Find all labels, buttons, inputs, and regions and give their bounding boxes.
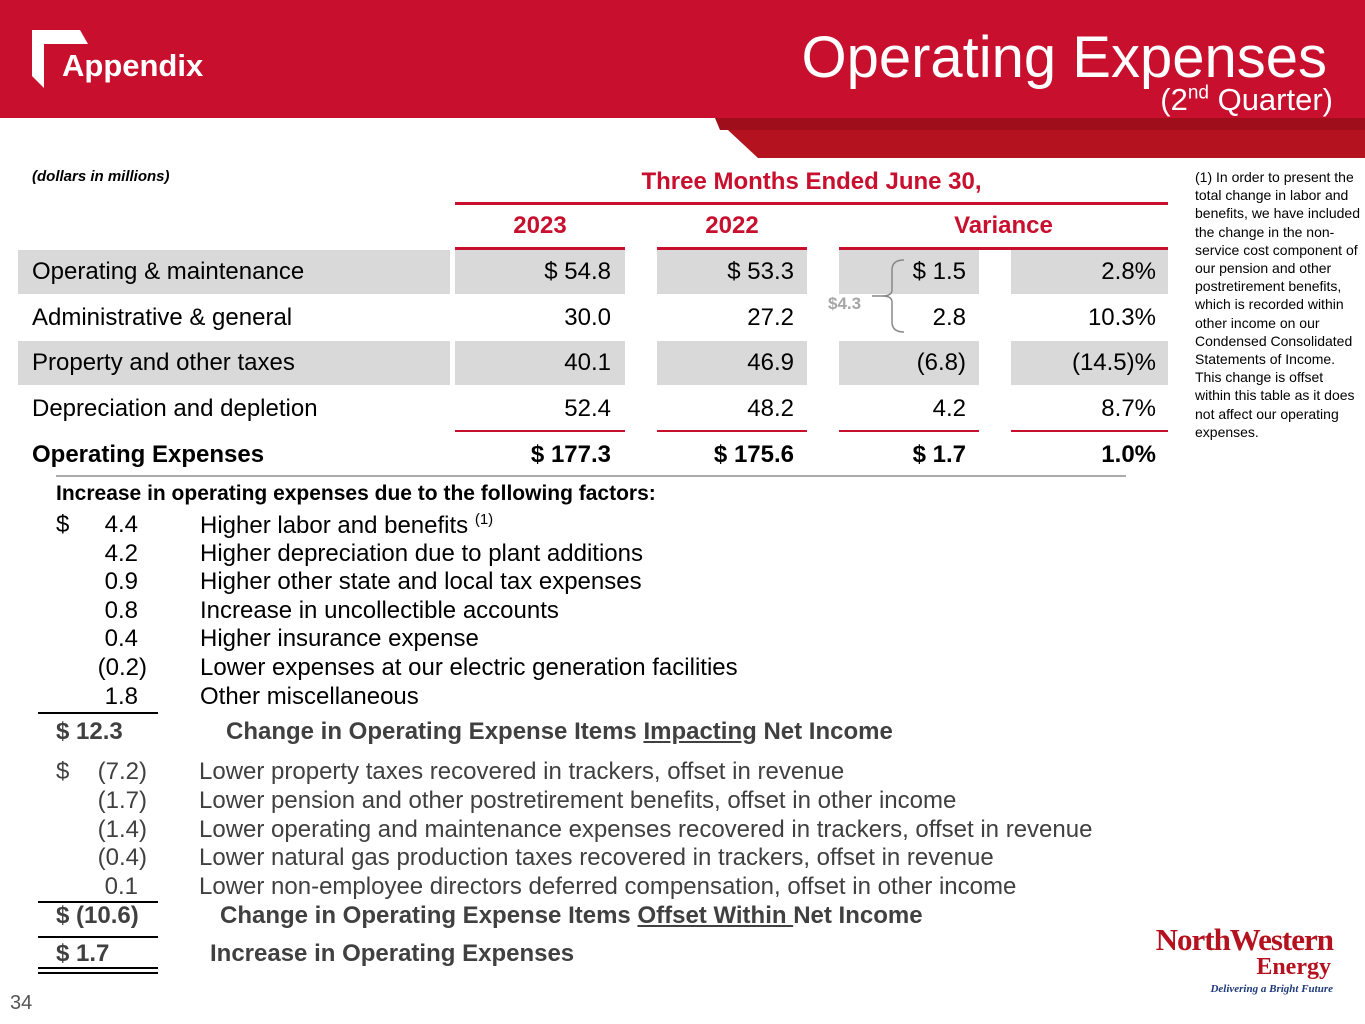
variance-amount: 2.8 bbox=[932, 304, 966, 331]
variance-amount: (6.8) bbox=[916, 349, 966, 376]
table-row: Depreciation and depletion 52.4 48.2 4.2… bbox=[18, 387, 1168, 431]
factor-description: Other miscellaneous bbox=[200, 683, 419, 710]
variance-percent: 1.0% bbox=[1101, 441, 1156, 468]
factor-description: Lower natural gas production taxes recov… bbox=[199, 844, 994, 871]
units-note: (dollars in millions) bbox=[32, 168, 170, 185]
factor-description: Lower property taxes recovered in tracke… bbox=[199, 758, 845, 785]
factor-description: Higher other state and local tax expense… bbox=[200, 568, 642, 595]
page-title: Operating Expenses bbox=[801, 25, 1327, 90]
variance-percent: 2.8% bbox=[1101, 258, 1156, 285]
table-row: Operating & maintenance $ 54.8 $ 53.3 $ … bbox=[18, 250, 1168, 294]
factor-description: Higher insurance expense bbox=[200, 625, 479, 652]
impacting-total-label: Change in Operating Expense Items Impact… bbox=[226, 718, 893, 745]
page-number: 34 bbox=[10, 992, 33, 1014]
subtotal-rule bbox=[38, 712, 158, 714]
logo-tagline: Delivering a Bright Future bbox=[1209, 983, 1333, 995]
row-label: Depreciation and depletion bbox=[32, 395, 318, 422]
period-underline bbox=[455, 202, 1168, 205]
grand-total-label: Increase in Operating Expenses bbox=[210, 940, 575, 967]
factor-description: Lower pension and other postretirement b… bbox=[199, 787, 957, 814]
factor-currency: $ bbox=[56, 758, 70, 785]
col-underline-2023 bbox=[455, 247, 625, 250]
factor-amount: (1.4) bbox=[97, 816, 147, 843]
variance-amount: $ 1.5 bbox=[912, 258, 966, 285]
logo-line1: NorthWestern bbox=[1156, 922, 1334, 957]
section-label: Appendix bbox=[62, 48, 204, 83]
bracket-note: $4.3 bbox=[828, 294, 862, 313]
bracket-icon bbox=[872, 259, 905, 333]
factor-currency: $ bbox=[56, 511, 70, 538]
factor-amount: 0.9 bbox=[104, 568, 138, 595]
factor-description: Higher labor and benefits (1) bbox=[200, 511, 494, 539]
value-2023: 40.1 bbox=[564, 349, 611, 376]
value-2023: $ 54.8 bbox=[544, 258, 611, 285]
factor-amount: (7.2) bbox=[97, 758, 147, 785]
factor-description: Increase in uncollectible accounts bbox=[200, 597, 559, 624]
col-underline-variance bbox=[839, 247, 1168, 250]
total-line-variance-amount bbox=[839, 430, 979, 432]
value-2023: $ 177.3 bbox=[530, 441, 611, 468]
total-line-2022 bbox=[657, 430, 807, 432]
total-line-2023 bbox=[455, 430, 625, 432]
factor-amount: (0.2) bbox=[97, 654, 147, 681]
factor-amount: 0.1 bbox=[104, 873, 138, 900]
offset-total-amount: $ (10.6) bbox=[56, 902, 139, 929]
period-header: Three Months Ended June 30, bbox=[641, 168, 982, 195]
factor-amount: 4.2 bbox=[104, 540, 138, 567]
col-header-2022: 2022 bbox=[705, 212, 759, 239]
factors-title: Increase in operating expenses due to th… bbox=[56, 482, 656, 505]
total-rule bbox=[38, 936, 158, 938]
factor-amount: 1.8 bbox=[104, 683, 138, 710]
factor-amount: (0.4) bbox=[97, 844, 147, 871]
table-bottom-rule bbox=[56, 475, 1126, 477]
col-header-2023: 2023 bbox=[513, 212, 567, 239]
variance-percent: 8.7% bbox=[1101, 395, 1156, 422]
value-2022: 48.2 bbox=[747, 395, 794, 422]
logo-line2: Energy bbox=[1256, 954, 1331, 980]
offset-total-label: Change in Operating Expense Items Offset… bbox=[220, 902, 923, 929]
factor-description: Lower expenses at our electric generatio… bbox=[200, 654, 738, 681]
row-label: Operating Expenses bbox=[32, 441, 265, 468]
value-2023: 52.4 bbox=[564, 395, 611, 422]
table-row: Property and other taxes 40.1 46.9 (6.8)… bbox=[18, 341, 1168, 385]
row-label: Administrative & general bbox=[32, 304, 293, 331]
header-banner: Appendix Operating Expenses (2nd Quarter… bbox=[0, 0, 1365, 158]
header-background bbox=[0, 0, 1365, 158]
subtotal-rule bbox=[38, 901, 158, 903]
appendix-flag-icon bbox=[32, 30, 88, 88]
col-header-variance: Variance bbox=[954, 212, 1053, 239]
factor-amount: 0.4 bbox=[104, 625, 138, 652]
value-2023: 30.0 bbox=[564, 304, 611, 331]
company-logo: NorthWestern Energy Delivering a Bright … bbox=[1156, 922, 1335, 995]
page-subtitle: (2nd Quarter) bbox=[1160, 82, 1333, 117]
table-row: Administrative & general 30.0 27.2 2.8 1… bbox=[18, 296, 1168, 340]
impacting-total-amount: $ 12.3 bbox=[56, 718, 123, 745]
factor-description: Lower operating and maintenance expenses… bbox=[199, 816, 1093, 843]
factor-amount: 0.8 bbox=[104, 597, 138, 624]
total-row: Operating Expenses $ 177.3 $ 175.6 $ 1.7… bbox=[18, 433, 1168, 477]
factor-amount: (1.7) bbox=[97, 787, 147, 814]
variance-amount: 4.2 bbox=[932, 395, 966, 422]
col-underline-2022 bbox=[657, 247, 807, 250]
value-2022: 46.9 bbox=[747, 349, 794, 376]
grand-total-amount: $ 1.7 bbox=[56, 940, 110, 967]
variance-percent: 10.3% bbox=[1087, 304, 1156, 331]
row-label: Operating & maintenance bbox=[32, 258, 305, 285]
value-2022: 27.2 bbox=[747, 304, 794, 331]
variance-percent: (14.5)% bbox=[1071, 349, 1156, 376]
double-rule-bottom bbox=[38, 972, 158, 974]
value-2022: $ 53.3 bbox=[727, 258, 794, 285]
variance-amount: $ 1.7 bbox=[912, 441, 966, 468]
row-label: Property and other taxes bbox=[32, 349, 295, 376]
factor-description: Higher depreciation due to plant additio… bbox=[200, 540, 643, 567]
value-2022: $ 175.6 bbox=[713, 441, 794, 468]
factor-amount: 4.4 bbox=[104, 511, 138, 538]
total-line-variance-percent bbox=[1011, 430, 1168, 432]
double-rule-top bbox=[38, 967, 158, 969]
footnote: (1) In order to present the total change… bbox=[1195, 169, 1360, 440]
factor-description: Lower non-employee directors deferred co… bbox=[199, 873, 1017, 900]
